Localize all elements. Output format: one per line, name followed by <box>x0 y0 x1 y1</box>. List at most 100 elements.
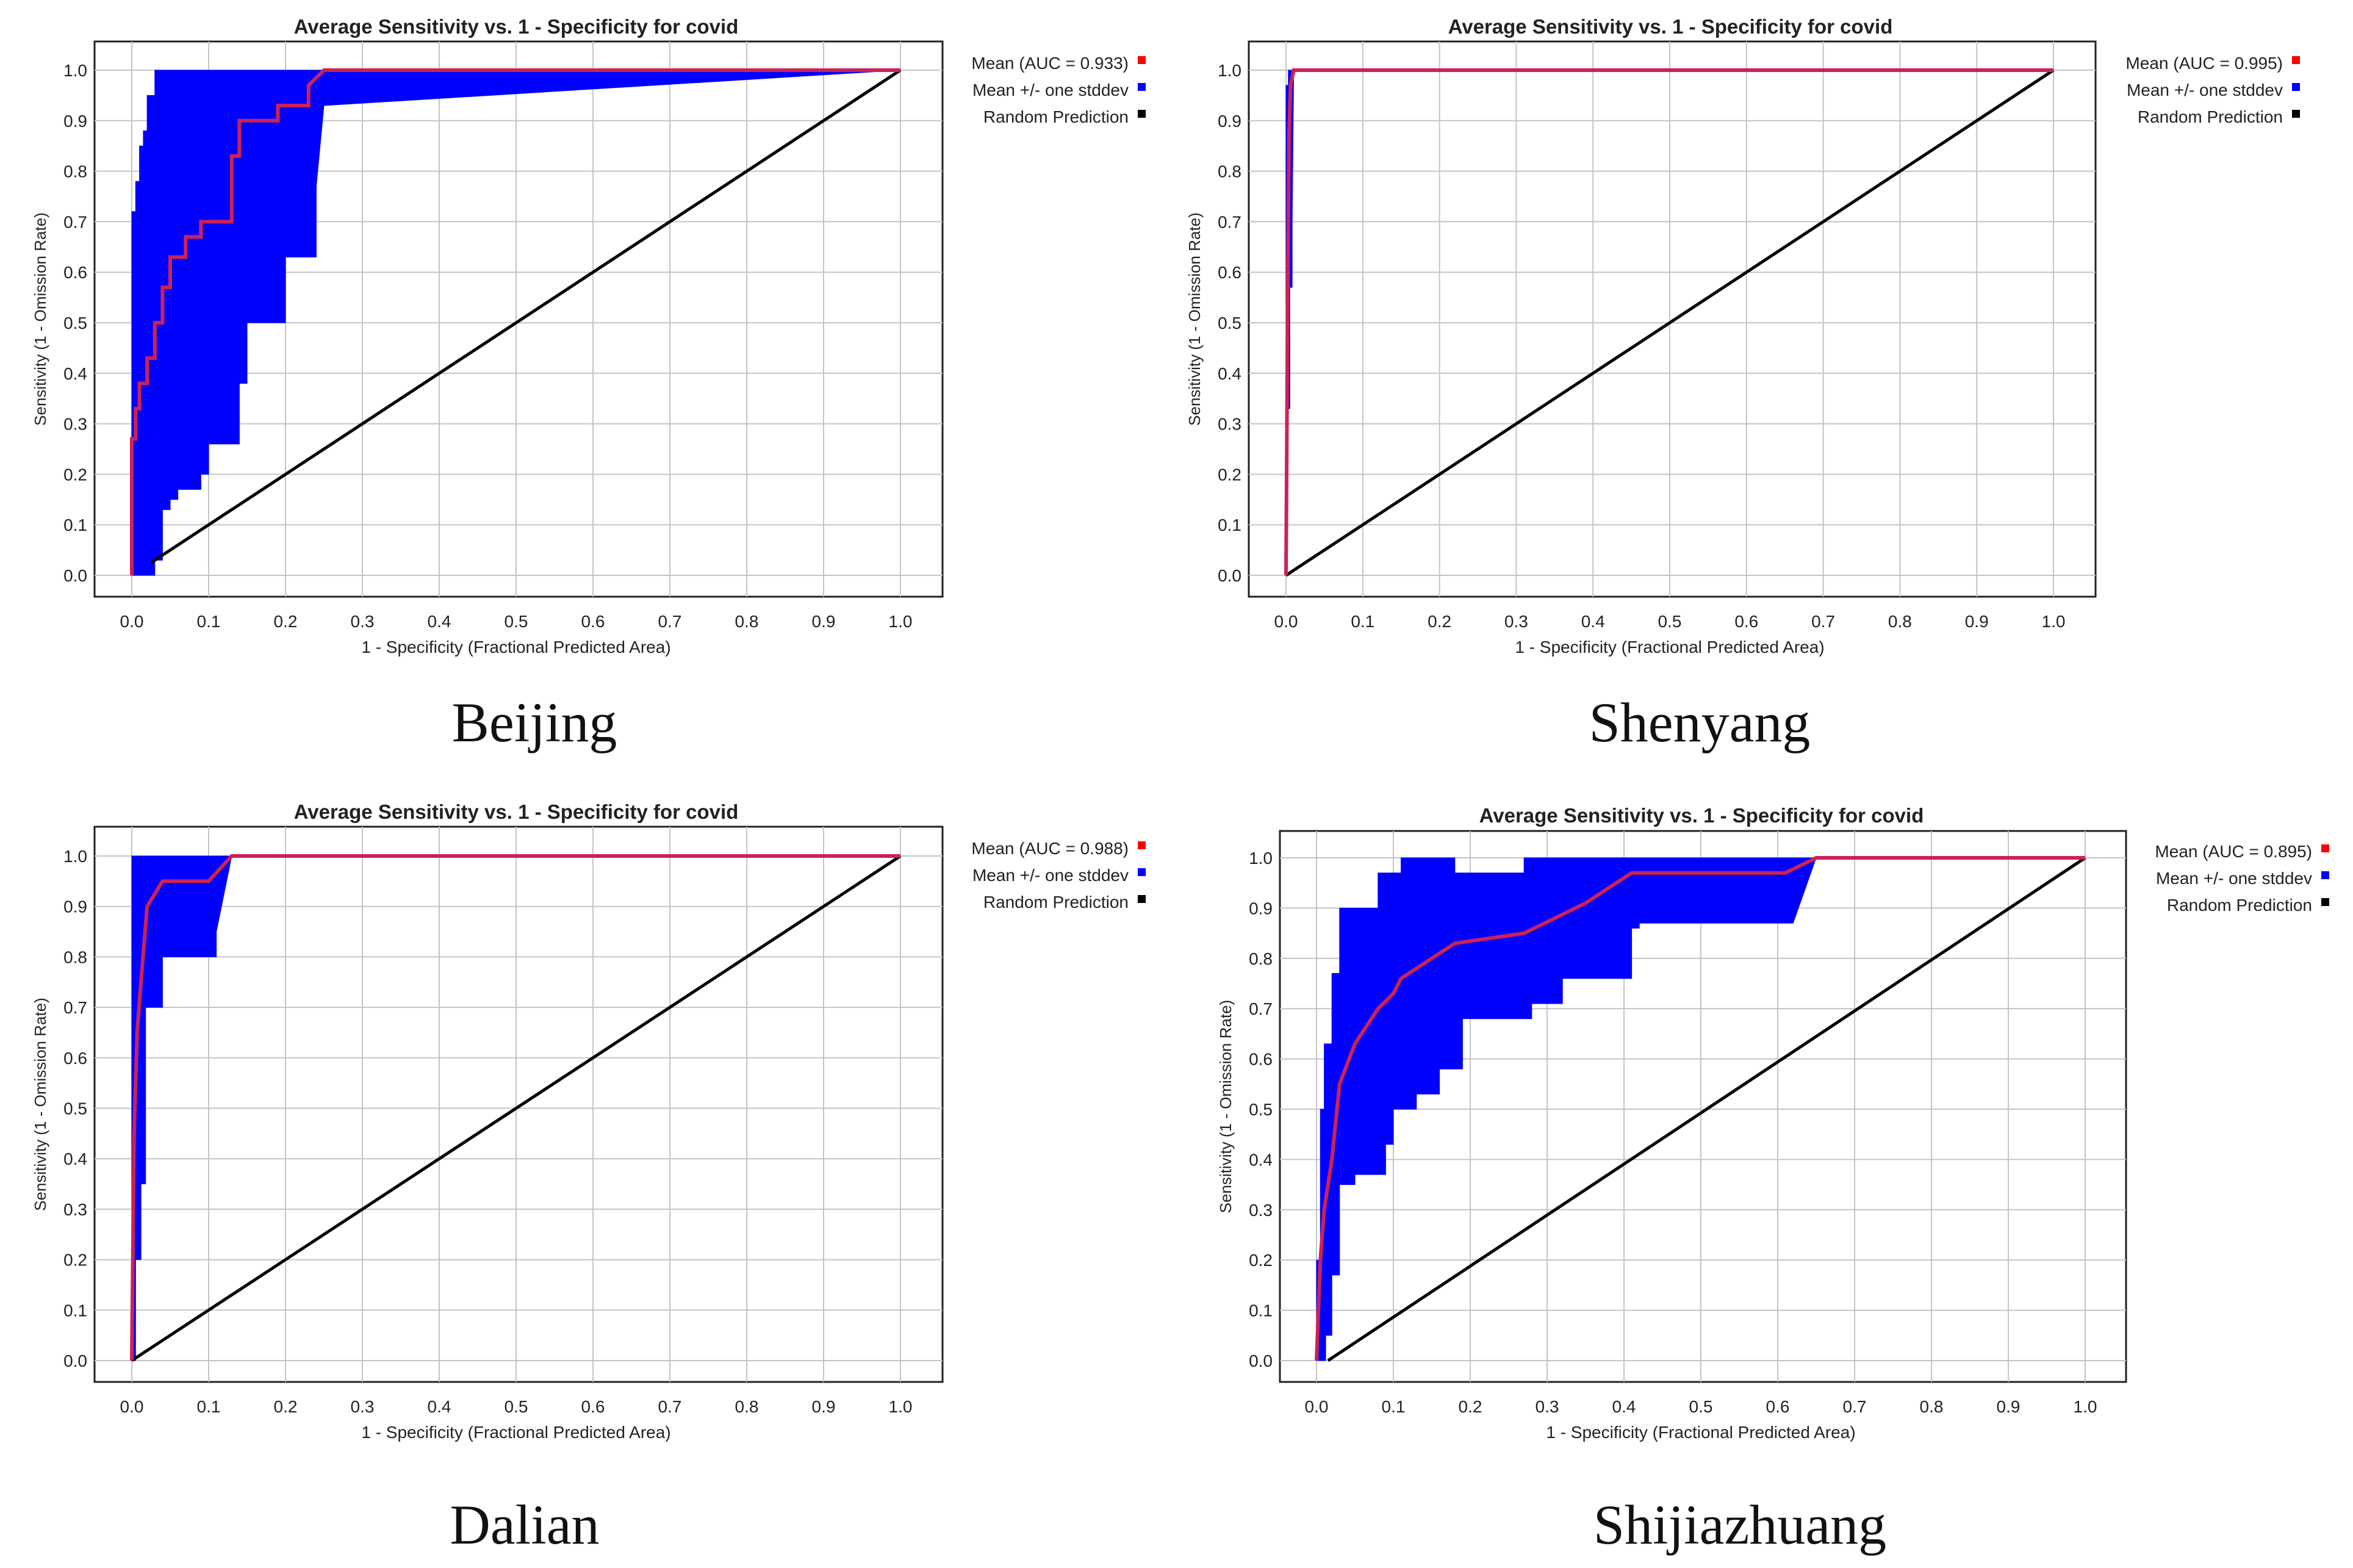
y-tick-label: 0.5 <box>1218 314 1241 333</box>
x-tick-label: 0.6 <box>1734 612 1758 631</box>
y-tick-label: 0.8 <box>1249 949 1273 968</box>
y-axis-label: Sensitivity (1 - Omission Rate) <box>31 212 49 426</box>
x-tick-label: 0.5 <box>505 1397 528 1416</box>
legend-entry: Random Prediction <box>983 893 1129 912</box>
x-tick-label: 0.4 <box>428 612 451 631</box>
x-tick-label: 0.2 <box>274 612 298 631</box>
x-tick-label: 0.9 <box>812 1397 836 1416</box>
y-tick-label: 0.1 <box>1218 516 1241 534</box>
y-tick-label: 0.3 <box>63 415 87 434</box>
x-tick-label: 0.8 <box>1888 612 1912 631</box>
grid <box>1280 831 2126 1382</box>
x-axis-label: 1 - Specificity (Fractional Predicted Ar… <box>1546 1423 1855 1442</box>
legend-swatch <box>1138 868 1146 876</box>
y-tick-label: 0.2 <box>63 465 87 484</box>
legend-entry: Mean +/- one stddev <box>2127 81 2283 99</box>
mean-roc-curve <box>130 854 900 1361</box>
y-tick-label: 0.5 <box>63 1099 87 1118</box>
legend-entry: Random Prediction <box>983 107 1129 126</box>
x-tick-label: 1.0 <box>889 1397 913 1416</box>
y-tick-label: 0.0 <box>1218 566 1241 585</box>
chart-title: Average Sensitivity vs. 1 - Specificity … <box>1448 15 1893 38</box>
city-caption: Beijing <box>452 691 617 753</box>
y-tick-label: 0.2 <box>1249 1251 1273 1270</box>
x-tick-label: 0.5 <box>505 612 528 631</box>
legend-entry: Mean +/- one stddev <box>2156 869 2312 888</box>
legend-swatch <box>2292 83 2300 91</box>
x-axis-label: 1 - Specificity (Fractional Predicted Ar… <box>361 1423 670 1442</box>
y-tick-label: 0.0 <box>63 566 87 585</box>
x-tick-label: 0.5 <box>1658 612 1682 631</box>
x-tick-label: 0.0 <box>120 1397 144 1416</box>
x-tick-label: 1.0 <box>2042 612 2066 631</box>
x-tick-label: 0.8 <box>735 1397 759 1416</box>
x-tick-label: 0.0 <box>120 612 144 631</box>
legend-swatch <box>2321 871 2329 879</box>
y-tick-label: 0.6 <box>63 1049 87 1068</box>
legend-swatch <box>2292 56 2300 64</box>
x-tick-label: 0.6 <box>581 1397 605 1416</box>
y-tick-label: 0.1 <box>63 1301 87 1320</box>
x-axis-label: 1 - Specificity (Fractional Predicted Ar… <box>361 638 670 656</box>
y-tick-label: 0.6 <box>1218 263 1241 282</box>
legend: Mean (AUC = 0.933) Mean +/- one stddev Ran… <box>971 54 1146 126</box>
y-tick-label: 0.0 <box>63 1351 87 1370</box>
y-tick-label: 0.6 <box>63 263 87 282</box>
y-tick-label: 0.3 <box>1218 415 1241 434</box>
legend-swatch <box>1138 110 1146 118</box>
legend-swatch <box>2321 898 2329 906</box>
legend: Mean (AUC = 0.988) Mean +/- one stddev Ran… <box>971 839 1146 912</box>
y-tick-label: 0.4 <box>63 364 87 383</box>
legend-swatch <box>2292 110 2300 118</box>
random-prediction-line <box>150 68 902 564</box>
y-tick-label: 0.6 <box>1249 1050 1273 1069</box>
roc-panel-dalian: 0.0 0.0 0.1 0.1 0.2 0.2 0.3 0.3 0.4 0.4 0.5 0.5 0.6 0… <box>31 800 1146 1556</box>
roc-panel-beijing: 0.0 0.0 0.1 0.1 0.2 0.2 0.3 0.3 0.4 0.4 0.5 0.5 0.6 0… <box>31 15 1146 753</box>
legend: Mean (AUC = 0.895) Mean +/- one stddev Ran… <box>2155 842 2329 915</box>
chart-title: Average Sensitivity vs. 1 - Specificity … <box>294 15 739 38</box>
legend-swatch <box>1138 895 1146 903</box>
x-axis-label: 1 - Specificity (Fractional Predicted Ar… <box>1515 638 1824 656</box>
y-tick-label: 1.0 <box>1218 61 1241 80</box>
legend-entry: Mean +/- one stddev <box>972 866 1129 885</box>
y-tick-label: 0.4 <box>1249 1150 1273 1169</box>
roc-panel-shijiazhuang: 0.0 0.0 0.1 0.1 0.2 0.2 0.3 0.3 0.4 0.4 0.5 0.5 0.6 0… <box>1216 804 2329 1556</box>
y-tick-label: 0.1 <box>63 516 87 534</box>
x-tick-label: 0.2 <box>1428 612 1451 631</box>
y-tick-label: 0.3 <box>1249 1201 1273 1220</box>
city-caption: Shijiazhuang <box>1593 1494 1886 1556</box>
stddev-band <box>1316 857 2085 1361</box>
x-tick-label: 0.4 <box>1612 1397 1636 1416</box>
y-tick-label: 0.2 <box>1218 465 1241 484</box>
x-tick-label: 0.6 <box>581 612 605 631</box>
x-tick-label: 0.9 <box>1997 1397 2021 1416</box>
legend-entry: Mean (AUC = 0.933) <box>971 54 1129 73</box>
chart-title: Average Sensitivity vs. 1 - Specificity … <box>294 800 739 823</box>
random-prediction-line <box>131 854 902 1362</box>
y-axis-label: Sensitivity (1 - Omission Rate) <box>31 998 49 1211</box>
x-tick-label: 0.8 <box>1920 1397 1944 1416</box>
x-tick-label: 0.1 <box>1351 612 1374 631</box>
stddev-band <box>131 70 901 576</box>
y-tick-label: 1.0 <box>1249 849 1273 868</box>
mean-roc-curve <box>1284 68 2053 576</box>
x-tick-label: 0.6 <box>1766 1397 1790 1416</box>
y-tick-label: 0.1 <box>1249 1301 1273 1320</box>
y-tick-label: 0.5 <box>1249 1100 1273 1119</box>
x-tick-label: 0.7 <box>658 612 682 631</box>
x-tick-label: 0.2 <box>274 1397 298 1416</box>
legend-entry: Mean +/- one stddev <box>972 81 1129 99</box>
legend-swatch <box>1138 83 1146 91</box>
y-tick-label: 0.3 <box>63 1200 87 1219</box>
y-tick-label: 0.5 <box>63 314 87 333</box>
legend-entry: Mean (AUC = 0.895) <box>2155 842 2312 861</box>
x-tick-label: 0.5 <box>1689 1397 1713 1416</box>
y-tick-label: 1.0 <box>63 847 87 866</box>
y-tick-label: 0.4 <box>1218 364 1241 383</box>
legend-entry: Random Prediction <box>2167 896 2312 915</box>
mean-roc-curve <box>1315 856 2085 1361</box>
y-tick-label: 0.8 <box>63 162 87 181</box>
panels: 0.0 0.0 0.1 0.1 0.2 0.2 0.3 0.3 0.4 0.4 0.5 0.5 0.6 0… <box>31 15 2329 1556</box>
x-tick-label: 0.4 <box>428 1397 451 1416</box>
x-tick-label: 1.0 <box>889 612 913 631</box>
